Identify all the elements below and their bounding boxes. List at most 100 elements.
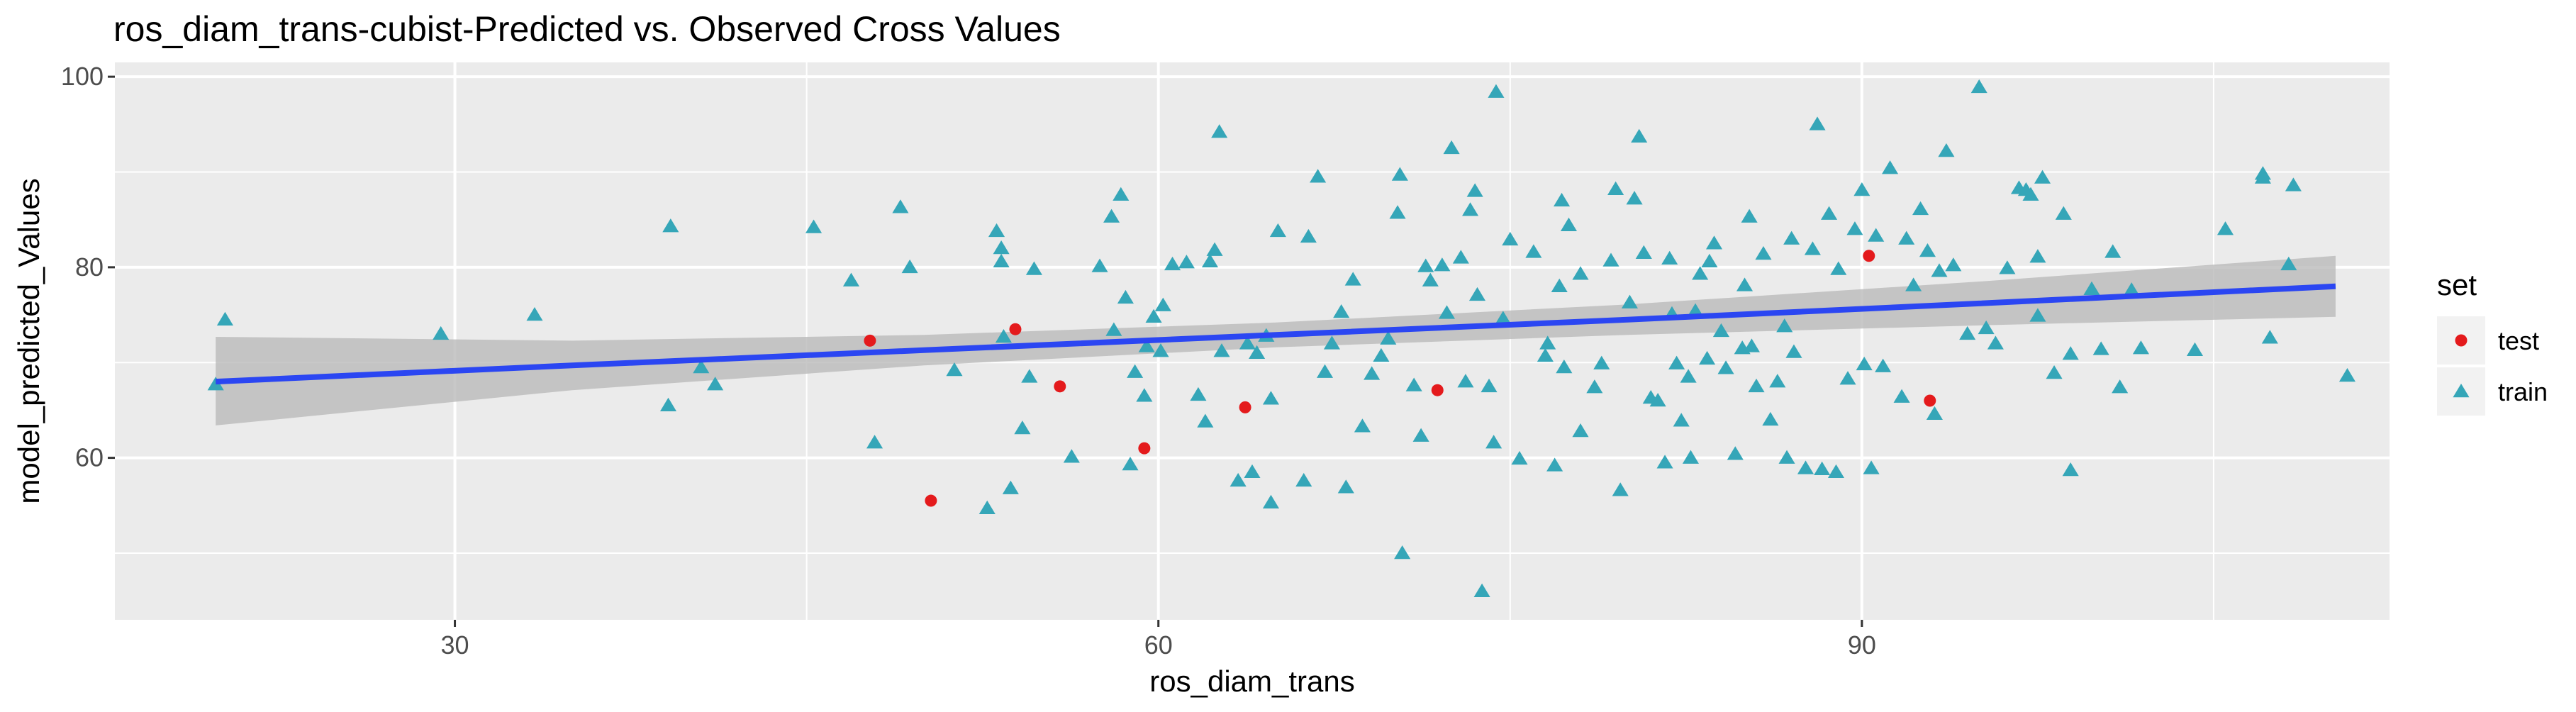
train-point (1727, 446, 1744, 460)
train-point (2062, 462, 2079, 477)
train-point (433, 326, 450, 340)
test-point (864, 334, 876, 347)
train-point (1002, 480, 1019, 494)
train-point (1893, 389, 1910, 403)
train-point (1938, 143, 1955, 157)
train-point (1712, 323, 1729, 338)
train-point (1310, 169, 1327, 183)
train-point (1736, 277, 1753, 291)
train-point (1551, 278, 1568, 292)
train-point (1136, 388, 1153, 402)
train-point (2055, 206, 2072, 220)
test-point (1431, 384, 1444, 396)
train-point (946, 362, 963, 377)
train-point (1481, 378, 1498, 393)
train-point (1607, 181, 1624, 195)
train-point (1244, 464, 1261, 478)
train-point (1434, 257, 1451, 272)
train-point (1063, 449, 1080, 463)
train-point (1138, 338, 1155, 352)
train-point (526, 307, 543, 321)
train-point (1945, 257, 1962, 272)
train-point (1103, 208, 1120, 223)
train-point (988, 223, 1005, 238)
train-point (1380, 330, 1397, 345)
train-point (1354, 418, 1371, 433)
train-point (1462, 202, 1479, 216)
train-point (707, 377, 724, 391)
x-tick-label: 60 (1144, 630, 1173, 660)
legend-label-train: train (2498, 377, 2548, 406)
train-point (1262, 494, 1280, 508)
train-point (1919, 243, 1936, 257)
train-point (1635, 245, 1652, 259)
train-point (1649, 392, 1666, 407)
train-point (1804, 241, 1821, 255)
train-point (805, 219, 823, 233)
train-point (1211, 124, 1228, 138)
train-point (2092, 341, 2109, 355)
train-point (1778, 450, 1795, 464)
y-axis-label: model_predicted_Values (12, 178, 45, 504)
train-point (1898, 230, 1915, 245)
test-point (1924, 394, 1936, 407)
train-point (1680, 369, 1697, 383)
train-point (1164, 256, 1181, 271)
y-tick-label: 100 (61, 62, 104, 91)
train-point (1239, 335, 1256, 350)
train-point (1785, 344, 1802, 358)
regression-line (216, 283, 2336, 385)
legend-marker-train (2453, 384, 2470, 398)
train-point (1999, 260, 2016, 274)
train-point (1572, 423, 1589, 438)
test-point (1239, 401, 1251, 413)
train-point (1412, 428, 1429, 442)
train-point (1021, 369, 1038, 383)
train-point (1863, 460, 1880, 474)
train-point (1389, 205, 1406, 219)
y-tick-label: 60 (75, 443, 104, 472)
train-point (1631, 128, 1648, 143)
train-point (978, 500, 996, 515)
x-tick-label: 30 (441, 630, 469, 660)
data-points (207, 79, 2356, 597)
train-point (2112, 379, 2129, 394)
train-point (662, 218, 679, 233)
train-point (2029, 308, 2046, 322)
train-point (1853, 182, 1870, 196)
train-point (1586, 379, 1603, 394)
train-point (1154, 297, 1171, 311)
train-point (1699, 350, 1716, 365)
train-point (1987, 335, 2004, 350)
train-point (1269, 223, 1286, 238)
train-point (1762, 411, 1779, 426)
train-point (995, 328, 1012, 343)
train-point (1554, 192, 1571, 207)
train-point (2261, 330, 2278, 344)
train-point (1333, 304, 1350, 318)
train-point (1717, 360, 1734, 374)
train-point (1783, 230, 1800, 245)
train-point (2123, 282, 2140, 296)
train-point (2338, 368, 2356, 382)
train-point (1539, 335, 1556, 350)
train-point (1776, 318, 1793, 333)
train-point (1323, 335, 1340, 350)
train-point (2132, 340, 2149, 355)
train-point (1537, 347, 1554, 362)
train-point (1612, 482, 1629, 496)
train-point (1485, 435, 1502, 449)
test-point (1009, 323, 1022, 335)
train-point (1364, 366, 1381, 380)
train-point (1661, 250, 1678, 265)
train-point (1682, 450, 1699, 464)
axes: 30 60 90 60 80 100 (61, 62, 1876, 660)
train-point (2062, 346, 2079, 360)
y-tick-label: 80 (75, 252, 104, 282)
train-point (2254, 169, 2271, 184)
train-point (1466, 183, 1483, 197)
train-point (1692, 266, 1709, 280)
train-point (866, 435, 883, 449)
trend-line (216, 283, 2336, 385)
